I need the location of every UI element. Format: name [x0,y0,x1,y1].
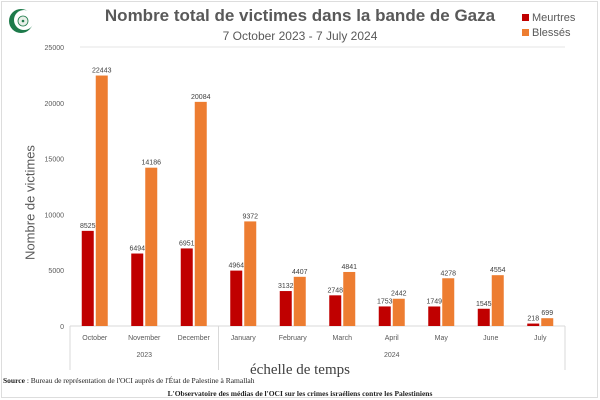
bar-blessés-december [194,101,207,327]
data-label: 218 [527,316,539,323]
data-label: 3132 [278,283,294,290]
bar-meurtres-october [81,230,94,326]
source-text: : Bureau de représentation de l'OCI aupr… [24,376,255,385]
x-tick-label: February [279,335,308,342]
x-tick-label: November [128,335,161,342]
data-label: 1753 [377,298,393,305]
legend-label: Meurtres [532,12,576,24]
data-label: 8525 [80,223,96,230]
data-label: 9372 [242,213,258,220]
x-tick-label: December [178,335,211,342]
bar-meurtres-november [131,253,144,326]
data-label: 4964 [228,263,244,270]
x-tick-label: January [231,335,256,342]
bar-meurtres-march [329,295,342,326]
data-label: 699 [541,310,553,317]
legend-swatch [522,29,529,36]
x-tick-label: June [483,335,498,342]
bar-meurtres-january [230,270,243,326]
data-label: 22443 [92,68,112,75]
data-label: 1749 [426,298,442,305]
data-label: 4554 [490,267,506,274]
year-label: 2024 [384,352,400,359]
bar-blessés-october [95,75,108,326]
data-label: 6494 [129,246,145,253]
bar-blessés-february [293,276,306,326]
bar-blessés-april [392,298,405,326]
data-label: 2748 [327,287,343,294]
footer-text: L'Observatoire des médias de l'OCI sur l… [167,389,433,398]
oic-logo [9,9,34,33]
data-label: 4841 [341,264,357,271]
legend-item-meurtres: Meurtres [522,12,575,24]
legend-item-blesses: Blessés [522,27,571,39]
y-tick-label: 25000 [45,45,65,52]
chart-title: Nombre total de victimes dans la bande d… [104,6,496,25]
x-tick-label: May [435,335,449,342]
data-label: 20084 [191,94,211,101]
y-tick-label: 0 [60,324,64,331]
bar-meurtres-june [477,308,490,326]
data-label: 14186 [142,160,162,167]
bar-blessés-june [491,275,504,326]
bar-blessés-may [442,278,455,326]
x-axis-label: échelle de temps [250,362,350,378]
data-label: 4407 [292,269,308,276]
data-label: 2442 [391,291,407,298]
legend-label: Blessés [532,27,571,39]
y-tick-label: 10000 [45,212,65,219]
bar-blessés-march [343,271,356,326]
x-tick-label: July [534,335,547,342]
bar-meurtres-april [378,306,391,326]
x-tick-label: March [333,335,353,342]
source-label: Source [3,376,25,385]
bar-meurtres-may [428,306,441,326]
x-tick-label: April [385,335,399,342]
x-tick-label: October [82,335,108,342]
bar-blessés-november [145,167,158,326]
y-tick-label: 5000 [48,268,64,275]
y-tick-label: 15000 [45,157,65,164]
year-label: 2023 [136,352,152,359]
data-label: 1545 [476,301,492,308]
bar-meurtres-december [180,248,193,326]
data-label: 6951 [179,240,195,247]
bar-meurtres-february [279,291,292,326]
bar-meurtres-july [527,323,540,326]
data-label: 4278 [440,270,456,277]
source-note: Source : Bureau de représentation de l'O… [3,376,254,385]
bar-blessés-january [244,221,257,326]
bar-blessés-july [541,318,554,326]
y-tick-label: 20000 [45,101,65,108]
chart-subtitle: 7 October 2023 - 7 July 2024 [222,29,378,43]
legend-swatch [522,14,529,21]
